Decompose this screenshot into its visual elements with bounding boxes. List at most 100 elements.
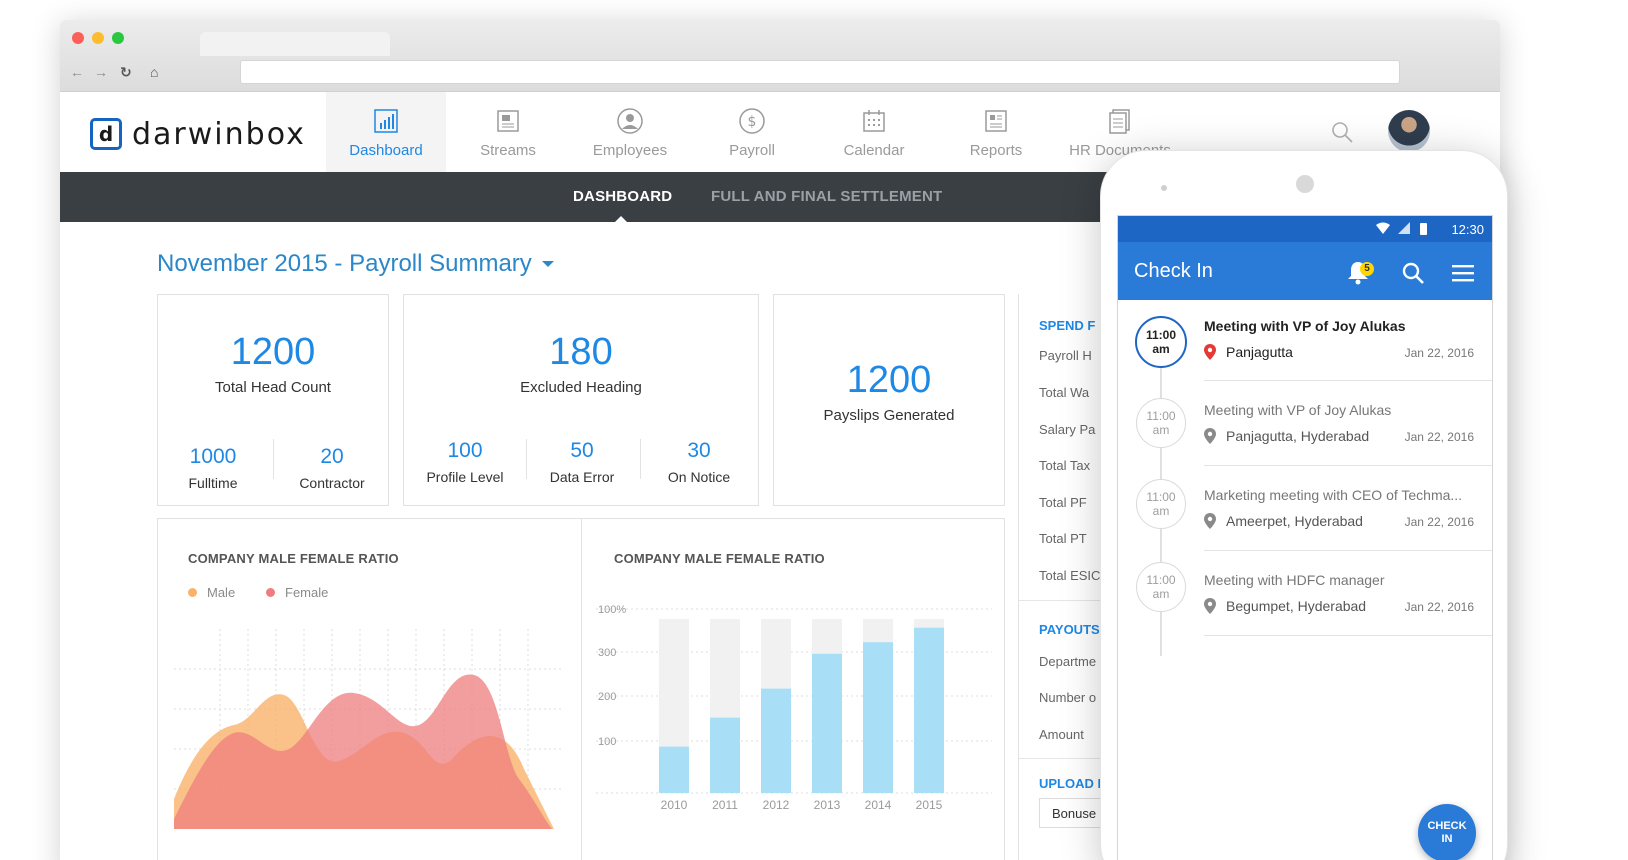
legend-female[interactable]: Female [266, 585, 328, 600]
forward-arrow-icon[interactable]: → [94, 64, 108, 80]
profile-level-stat: 100 Profile Level [410, 439, 520, 485]
female-area [174, 674, 552, 829]
fulltime-value: 1000 [189, 445, 237, 468]
checkin-entry-title[interactable]: Meeting with VP of Joy Alukas [1204, 318, 1406, 334]
logo-text: darwinbox [132, 116, 306, 152]
on-notice-value: 30 [687, 439, 711, 462]
entry-divider [1204, 635, 1492, 636]
spend-row: Payroll H [1039, 348, 1092, 363]
location-label: Panjagutta [1226, 344, 1293, 360]
checkin-entry-title[interactable]: Meeting with HDFC manager [1204, 572, 1385, 588]
location-label: Ameerpet, Hyderabad [1226, 513, 1363, 529]
person-icon [617, 108, 643, 134]
nav-label: Payroll [729, 142, 775, 159]
entry-time: 11:00 [1146, 490, 1176, 504]
phone-screen: 12:30 Check In 5 11:00 am Meeting with V… [1117, 215, 1493, 860]
spend-row: Total Tax [1039, 458, 1091, 473]
payslips-generated-label: Payslips Generated [823, 407, 955, 424]
checkin-entry-date: Jan 22, 2016 [1404, 515, 1474, 529]
home-icon[interactable]: ⌂ [150, 64, 159, 80]
location-pin-icon [1204, 344, 1216, 360]
checkin-entry-location: Panjagutta, Hyderabad [1204, 428, 1369, 444]
checkin-entry-location: Begumpet, Hyderabad [1204, 598, 1366, 614]
checkin-entry-date: Jan 22, 2016 [1404, 600, 1474, 614]
nav-item-dashboard[interactable]: Dashboard [326, 92, 446, 174]
nav-item-calendar[interactable]: Calendar [814, 92, 934, 174]
bar-2014[interactable] [863, 642, 893, 793]
page-title: November 2015 - Payroll Summary [157, 250, 532, 277]
bar-2011[interactable] [710, 717, 740, 793]
maximize-window-button[interactable] [112, 32, 124, 44]
entry-time: 11:00 [1145, 328, 1177, 342]
reload-icon[interactable]: ↻ [120, 64, 132, 80]
location-label: Begumpet, Hyderabad [1226, 598, 1367, 614]
data-error-stat: 50 Data Error [526, 439, 638, 485]
browser-tab[interactable] [200, 32, 390, 56]
bar-2010[interactable] [659, 746, 689, 793]
upload-section-heading: UPLOAD D [1039, 776, 1107, 791]
nav-item-payroll[interactable]: $ Payroll [692, 92, 812, 174]
back-arrow-icon[interactable]: ← [70, 64, 84, 80]
darwinbox-logo[interactable]: d darwinbox [90, 114, 306, 154]
checkin-entry-title[interactable]: Meeting with VP of Joy Alukas [1204, 402, 1392, 418]
legend-label: Male [207, 585, 236, 600]
hamburger-menu-icon[interactable] [1452, 264, 1474, 282]
payslips-generated-value: 1200 [846, 359, 932, 401]
entry-divider [1204, 465, 1492, 466]
contractor-stat: 20 Contractor [286, 445, 378, 491]
reports-icon [985, 110, 1007, 132]
checkin-entry-location: Panjagutta [1204, 344, 1293, 360]
on-notice-stat: 30 On Notice [644, 439, 754, 485]
entry-ampm: am [1152, 423, 1170, 437]
spend-row: Total PT [1039, 531, 1087, 546]
minimize-window-button[interactable] [92, 32, 104, 44]
fulltime-label: Fulltime [188, 475, 238, 491]
search-icon[interactable] [1330, 120, 1354, 144]
check-in-label-line2: IN [1441, 833, 1453, 845]
user-avatar[interactable] [1388, 110, 1430, 152]
on-notice-label: On Notice [667, 469, 731, 485]
excluded-heading-value: 180 [549, 331, 613, 373]
bar-2012[interactable] [761, 688, 791, 793]
contractor-value: 20 [320, 445, 344, 468]
check-in-button[interactable]: CHECK IN [1418, 804, 1476, 860]
timeline-time-bubble: 11:00 am [1136, 398, 1186, 448]
close-window-button[interactable] [72, 32, 84, 44]
phone-mockup: 12:30 Check In 5 11:00 am Meeting with V… [1100, 150, 1508, 860]
entry-ampm: am [1152, 587, 1170, 601]
nav-label: Streams [480, 142, 536, 159]
location-label: Panjagutta, Hyderabad [1226, 428, 1370, 444]
y-tick-label: 300 [598, 647, 616, 659]
bar-2013[interactable] [812, 653, 842, 793]
bar-2015[interactable] [914, 627, 944, 793]
entry-divider [1204, 550, 1492, 551]
nav-item-streams[interactable]: Streams [448, 92, 568, 174]
search-icon[interactable] [1400, 260, 1426, 286]
payroll-summary-dropdown[interactable]: November 2015 - Payroll Summary [157, 250, 554, 278]
entry-divider [1204, 380, 1492, 381]
nav-item-employees[interactable]: Employees [570, 92, 690, 174]
wifi-icon [1376, 222, 1390, 234]
tab-dashboard[interactable]: DASHBOARD [573, 188, 673, 205]
spend-row: Salary Pa [1039, 422, 1096, 437]
excluded-heading-label: Excluded Heading [520, 379, 642, 396]
spend-row: Total ESIC [1039, 568, 1101, 583]
entry-ampm: am [1152, 504, 1170, 518]
url-bar[interactable] [240, 60, 1400, 84]
checkin-entry-title[interactable]: Marketing meeting with CEO of Techma... [1204, 487, 1463, 503]
checkin-entry-date: Jan 22, 2016 [1404, 346, 1474, 360]
legend-male[interactable]: Male [188, 585, 235, 600]
tab-full-and-final-settlement[interactable]: FULL AND FINAL SETTLEMENT [711, 188, 943, 205]
newspaper-icon [497, 110, 519, 132]
status-icons [1376, 222, 1427, 235]
x-tick-label: 2015 [916, 798, 943, 812]
nav-item-reports[interactable]: Reports [936, 92, 1056, 174]
x-tick-label: 2012 [763, 798, 790, 812]
signal-icon [1398, 222, 1410, 234]
battery-icon [1420, 223, 1427, 235]
dollar-icon: $ [739, 108, 765, 134]
spend-row: Total Wa [1039, 385, 1090, 400]
area-chart [174, 629, 564, 829]
spend-row: Total PF [1039, 495, 1087, 510]
timeline-time-bubble: 11:00 am [1136, 479, 1186, 529]
